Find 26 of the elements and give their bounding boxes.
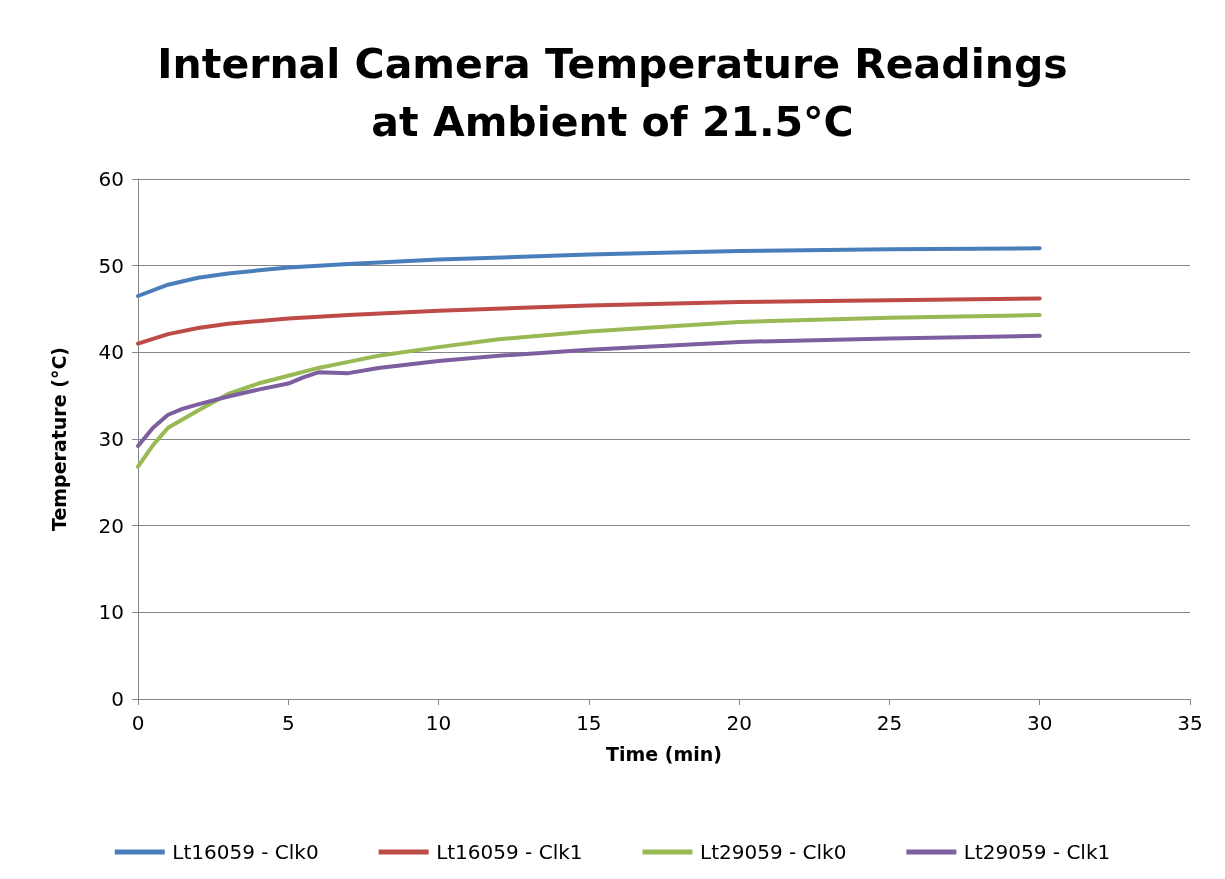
legend-label: Lt16059 - Clk0	[172, 840, 319, 864]
x-tick-label: 0	[131, 711, 145, 735]
line-series	[136, 333, 1042, 448]
x-tick-label: 5	[281, 711, 295, 735]
y-axis-title: Temperature (°C)	[47, 346, 70, 532]
line-series	[136, 296, 1042, 346]
legend-label: Lt29059 - Clk0	[700, 840, 847, 864]
legend-label: Lt29059 - Clk1	[963, 840, 1111, 864]
line-series	[136, 246, 1042, 298]
x-tick-label: 10	[425, 711, 452, 735]
y-tick-label: 10	[98, 600, 124, 625]
x-tick-label: 30	[1026, 711, 1053, 735]
y-tick-label: 40	[98, 340, 124, 365]
x-axis-title: Time (min)	[606, 742, 722, 765]
y-tick-label: 50	[98, 253, 124, 278]
x-tick-label: 20	[726, 711, 752, 735]
chart-title: Internal Camera Temperature Readings at Ambient of 21.5°C	[157, 40, 1068, 146]
y-tick-label: 0	[111, 687, 124, 711]
legend-label: Lt16059 - Clk1	[436, 840, 583, 864]
x-tick-label: 35	[1177, 711, 1203, 735]
y-tick-label: 30	[98, 427, 124, 451]
line-series	[136, 313, 1042, 469]
y-tick-label: 20	[98, 513, 124, 538]
x-tick-label: 25	[876, 711, 903, 735]
x-tick-label: 15	[576, 711, 602, 735]
y-tick-label: 60	[98, 167, 124, 191]
